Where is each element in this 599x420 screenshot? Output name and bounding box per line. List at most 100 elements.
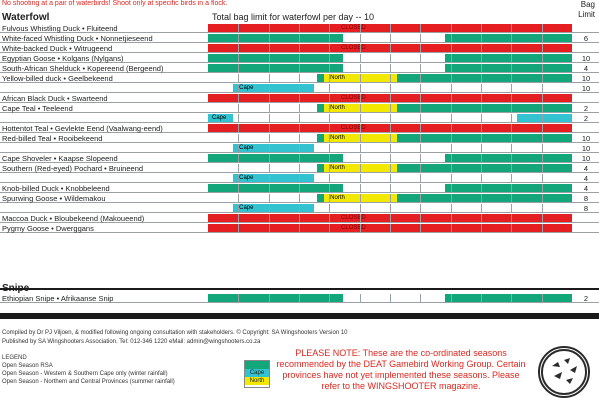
snipe-rule xyxy=(0,288,599,290)
waterfowl-season-bar: CLOSED xyxy=(208,44,572,53)
waterfowl-row: Spurwing Goose • Wildemakou North 8 xyxy=(0,194,599,203)
month-gridline xyxy=(359,144,361,153)
month-gridline xyxy=(420,144,422,153)
please-note-text: PLEASE NOTE: These are the co-ordinated … xyxy=(276,348,526,391)
month-gridline xyxy=(420,134,422,143)
waterfowl-title: Waterfowl xyxy=(2,12,50,23)
month-gridline xyxy=(481,144,482,153)
waterfowl-row: Yellow-billed duck • Geelbekeend North 10 xyxy=(0,74,599,83)
month-gridline xyxy=(268,194,270,203)
month-gridline xyxy=(450,214,452,223)
month-gridline xyxy=(268,224,270,233)
month-gridline xyxy=(329,24,331,33)
month-gridline xyxy=(359,94,361,103)
waterfowl-name: Hottentot Teal • Gevlekte Eend (Vaalwang… xyxy=(2,124,163,133)
month-gridline xyxy=(299,34,300,43)
month-gridline xyxy=(541,54,543,63)
month-gridline xyxy=(511,294,513,303)
month-gridline xyxy=(359,24,361,33)
waterfowl-name: White-faced Whistling Duck • Nonnetjiese… xyxy=(2,34,153,43)
month-gridline xyxy=(420,24,422,33)
waterfowl-season-bar: CLOSED xyxy=(208,224,572,233)
month-gridline xyxy=(299,54,300,63)
closed-label: CLOSED xyxy=(341,25,366,31)
month-gridline xyxy=(390,154,391,163)
month-gridline xyxy=(541,184,543,193)
month-gridline xyxy=(481,24,482,33)
month-gridline xyxy=(299,84,300,93)
month-gridline xyxy=(390,144,391,153)
month-gridline xyxy=(238,194,240,203)
month-gridline xyxy=(481,164,482,173)
month-gridline xyxy=(299,294,300,303)
month-gridline xyxy=(541,24,543,33)
month-gridline xyxy=(481,84,482,93)
month-gridline xyxy=(299,104,300,113)
month-gridline xyxy=(238,144,240,153)
month-gridline xyxy=(268,154,270,163)
month-gridline xyxy=(390,74,391,83)
footer-line-2: Published by SA Wingshooters Association… xyxy=(2,339,261,345)
month-gridline xyxy=(299,154,300,163)
month-gridline xyxy=(511,134,513,143)
waterfowl-bag-limit: 10 xyxy=(581,84,591,93)
month-gridline xyxy=(268,144,270,153)
month-gridline xyxy=(450,124,452,133)
month-gridline xyxy=(481,54,482,63)
month-gridline xyxy=(238,164,240,173)
waterfowl-season-bar: Cape xyxy=(208,174,572,183)
green-segment xyxy=(317,74,572,82)
white-segment xyxy=(208,164,318,172)
month-gridline xyxy=(329,214,331,223)
month-gridline xyxy=(511,194,513,203)
green-segment xyxy=(317,134,572,142)
month-gridline xyxy=(299,134,300,143)
white-segment xyxy=(208,74,318,82)
month-gridline xyxy=(359,214,361,223)
month-gridline xyxy=(329,184,331,193)
month-gridline xyxy=(268,164,270,173)
month-gridline xyxy=(481,214,482,223)
month-gridline xyxy=(359,54,361,63)
month-gridline xyxy=(390,204,391,213)
month-gridline xyxy=(541,124,543,133)
month-gridline xyxy=(511,164,513,173)
month-gridline xyxy=(390,224,391,233)
waterfowl-row: Maccoa Duck • Bloubekeend (Makoueend) CLO… xyxy=(0,214,599,223)
month-gridline xyxy=(359,44,361,53)
month-gridline xyxy=(420,104,422,113)
waterfowl-row: White-backed Duck • Witrugeend CLOSED xyxy=(0,44,599,53)
month-gridline xyxy=(541,144,543,153)
waterfowl-row: Cape 10 xyxy=(0,144,599,153)
waterfowl-name: Pygmy Goose • Dwerggans xyxy=(2,224,94,233)
snipe-name: Ethiopian Snipe • Afrikaanse Snip xyxy=(2,294,114,303)
month-gridline xyxy=(268,54,270,63)
green-segment xyxy=(317,164,572,172)
month-gridline xyxy=(359,294,361,303)
month-gridline xyxy=(511,184,513,193)
waterfowl-row: Cape 4 xyxy=(0,174,599,183)
month-gridline xyxy=(299,184,300,193)
month-gridline xyxy=(299,164,300,173)
legend-swatch-north: North xyxy=(245,377,269,385)
waterfowl-season-bar: North xyxy=(208,74,572,83)
month-gridline xyxy=(511,214,513,223)
month-gridline xyxy=(511,124,513,133)
month-gridline xyxy=(268,294,270,303)
month-gridline xyxy=(420,204,422,213)
north-label: North xyxy=(330,165,345,171)
waterfowl-name: South-African Shelduck • Kopereend (Berg… xyxy=(2,64,164,73)
month-gridline xyxy=(238,94,240,103)
month-gridline xyxy=(390,94,391,103)
yellow-segment xyxy=(324,74,398,82)
month-gridline xyxy=(450,24,452,33)
month-gridline xyxy=(541,104,543,113)
white-segment xyxy=(342,64,445,72)
month-gridline xyxy=(420,194,422,203)
waterfowl-row: Cape 2 xyxy=(0,114,599,123)
month-gridline xyxy=(420,184,422,193)
month-gridline xyxy=(238,154,240,163)
waterfowl-bag-limit: 4 xyxy=(583,64,589,73)
month-gridline xyxy=(511,24,513,33)
white-segment xyxy=(342,34,445,42)
